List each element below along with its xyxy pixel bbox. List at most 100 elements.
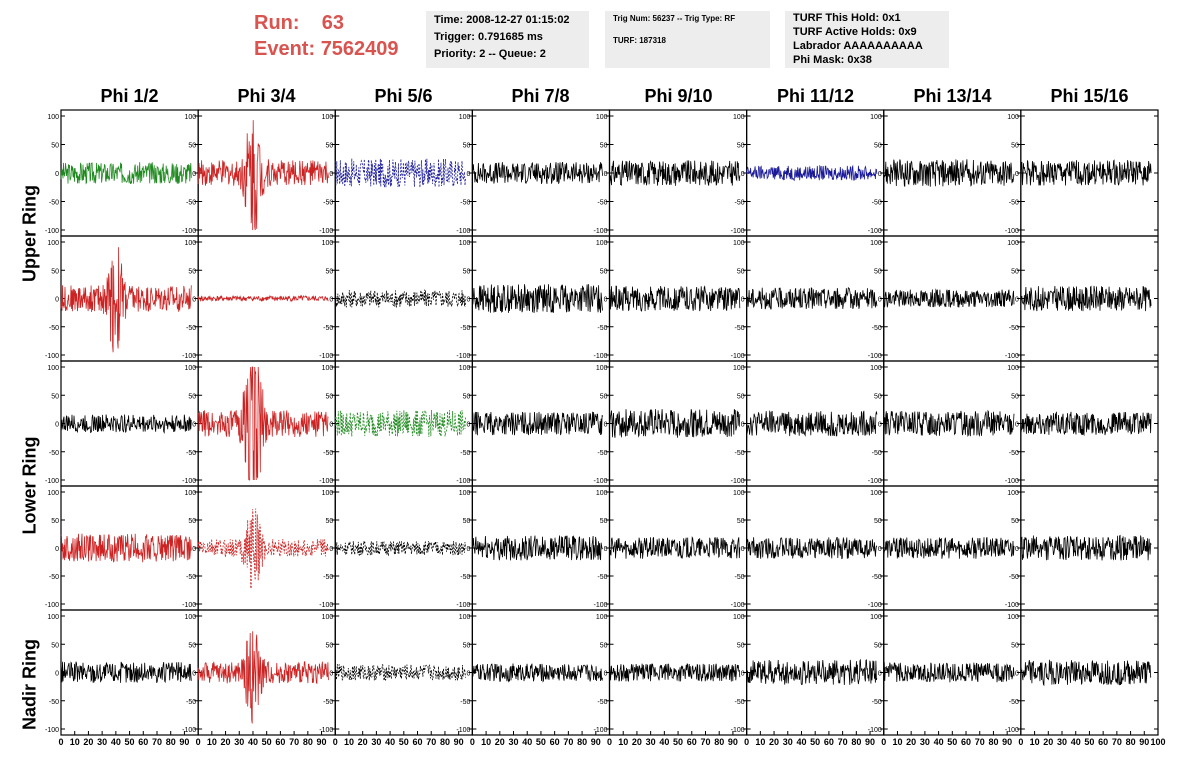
- y-tick-label: -100: [868, 478, 882, 485]
- x-tick-label: 40: [385, 737, 395, 747]
- x-tick-label: 50: [125, 737, 135, 747]
- y-tick-label: -50: [597, 200, 607, 207]
- y-tick-label: -50: [735, 200, 745, 207]
- column-header-phi-11-12: Phi 11/12: [776, 86, 855, 106]
- y-tick-label: -100: [182, 727, 196, 734]
- y-tick-label: -100: [182, 602, 196, 609]
- x-tick-label: 30: [646, 737, 656, 747]
- turf-line: TURF: 187318: [613, 36, 666, 45]
- waveform-trace: [197, 631, 329, 724]
- y-tick-label: -50: [872, 325, 882, 332]
- y-tick-label: 50: [874, 268, 882, 275]
- y-tick-label: 100: [322, 240, 334, 247]
- trigger-line: Trigger: 0.791685 ms: [434, 31, 543, 43]
- labrador-line: Labrador AAAAAAAAAA: [793, 40, 923, 52]
- waveform-trace: [334, 540, 466, 557]
- y-tick-label: -50: [323, 699, 333, 706]
- y-tick-label: 50: [737, 143, 745, 150]
- y-tick-label: -50: [323, 574, 333, 581]
- column-header-phi-15-16: Phi 15/16: [1050, 86, 1129, 106]
- y-tick-label: -50: [1009, 325, 1019, 332]
- y-tick-label: 0: [878, 671, 882, 678]
- y-tick-label: 50: [737, 518, 745, 525]
- x-tick-label: 50: [1084, 737, 1094, 747]
- waveform-trace: [1020, 411, 1152, 437]
- x-tick-label: 70: [152, 737, 162, 747]
- x-tick-label: 90: [454, 737, 464, 747]
- y-tick-label: 50: [1011, 268, 1019, 275]
- waveform-trace: [609, 663, 741, 682]
- x-tick-label: 20: [358, 737, 368, 747]
- x-tick-label: 0: [470, 737, 475, 747]
- x-tick-label: 10: [1030, 737, 1040, 747]
- x-tick-label: 30: [97, 737, 107, 747]
- y-tick-label: 100: [733, 614, 745, 621]
- x-tick-label: 20: [495, 737, 505, 747]
- y-tick-label: -100: [1005, 727, 1019, 734]
- column-header-phi-13-14: Phi 13/14: [913, 86, 992, 106]
- y-tick-label: -50: [735, 574, 745, 581]
- y-tick-label: 100: [870, 614, 882, 621]
- y-tick-label: 0: [878, 422, 882, 429]
- x-tick-label: 90: [1139, 737, 1149, 747]
- y-tick-label: -100: [45, 478, 59, 485]
- y-tick-label: 100: [1007, 240, 1019, 247]
- y-tick-label: 50: [1011, 393, 1019, 400]
- y-tick-label: 50: [325, 518, 333, 525]
- waveform-trace: [1020, 285, 1152, 312]
- y-tick-label: -100: [1005, 353, 1019, 360]
- x-tick-label: 30: [234, 737, 244, 747]
- y-tick-label: 100: [870, 365, 882, 372]
- y-tick-label: 50: [188, 393, 196, 400]
- waveform-trace: [472, 284, 603, 313]
- x-tick-label: 80: [303, 737, 313, 747]
- y-tick-label: 100: [596, 240, 608, 247]
- x-tick-label: 80: [851, 737, 861, 747]
- x-tick-label: 60: [138, 737, 148, 747]
- waveform-trace: [746, 287, 878, 310]
- x-tick-label: 0: [744, 737, 749, 747]
- y-tick-label: 0: [192, 297, 196, 304]
- y-tick-label: 100: [322, 365, 334, 372]
- x-tick-label: 70: [975, 737, 985, 747]
- y-tick-label: 50: [463, 393, 471, 400]
- y-tick-label: 50: [600, 518, 608, 525]
- y-tick-label: -50: [872, 450, 882, 457]
- run-line: Run: 63: [254, 10, 399, 36]
- x-tick-label: 70: [1112, 737, 1122, 747]
- column-header-phi-1-2: Phi 1/2: [100, 86, 159, 106]
- waveform-trace: [609, 409, 741, 438]
- x-tick-label: 60: [275, 737, 285, 747]
- y-tick-label: -100: [731, 353, 745, 360]
- y-tick-label: -50: [323, 325, 333, 332]
- y-tick-label: -50: [49, 450, 59, 457]
- y-tick-label: 50: [51, 143, 59, 150]
- waveform-trace: [609, 536, 741, 559]
- x-tick-label: 10: [618, 737, 628, 747]
- y-tick-label: 100: [1007, 114, 1019, 121]
- waveform-trace: [197, 366, 329, 481]
- x-tick-label: 0: [881, 737, 886, 747]
- x-tick-label: 70: [289, 737, 299, 747]
- y-tick-label: 50: [325, 642, 333, 649]
- waveform-trace: [197, 508, 329, 590]
- y-tick-label: 0: [329, 422, 333, 429]
- y-tick-label: 50: [600, 642, 608, 649]
- run-label: Run:: [254, 12, 300, 34]
- waveform-trace: [883, 409, 1015, 438]
- y-tick-label: 100: [733, 114, 745, 121]
- y-tick-label: 0: [55, 171, 59, 178]
- x-tick-label: 40: [1071, 737, 1081, 747]
- x-tick-label: 20: [906, 737, 916, 747]
- panel-frame: [197, 485, 336, 611]
- x-tick-label: 80: [577, 737, 587, 747]
- trig-info-box: Trig Num: 56237 -- Trig Type: RF TURF: 1…: [605, 11, 770, 68]
- y-tick-label: 100: [184, 114, 196, 121]
- waveform-trace: [746, 536, 878, 560]
- y-tick-label: 50: [600, 393, 608, 400]
- y-tick-label: -100: [731, 602, 745, 609]
- y-tick-label: -50: [323, 200, 333, 207]
- y-tick-label: 50: [51, 642, 59, 649]
- y-tick-label: -50: [460, 325, 470, 332]
- y-tick-label: 0: [604, 671, 608, 678]
